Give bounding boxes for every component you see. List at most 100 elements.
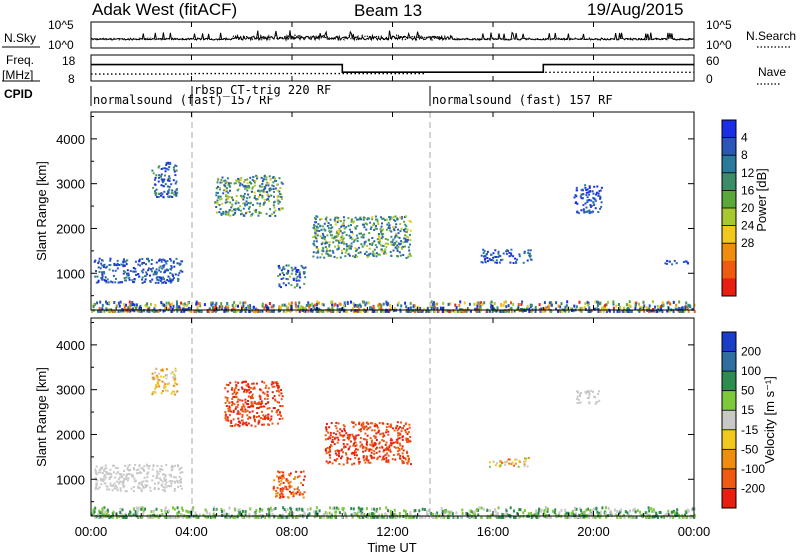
echo-cell <box>651 300 654 304</box>
echo-cell <box>389 251 392 253</box>
echo-cell <box>272 382 275 385</box>
echo-cell <box>326 516 329 519</box>
echo-cell <box>215 507 218 511</box>
echo-cell <box>111 281 114 284</box>
echo-cell <box>330 440 333 443</box>
echo-cell <box>180 301 183 305</box>
echo-cell <box>171 196 174 198</box>
echo-cell <box>333 218 336 221</box>
echo-cell <box>355 448 358 451</box>
echo-cell <box>263 306 266 310</box>
echo-cell <box>253 512 256 516</box>
echo-cell <box>589 204 592 207</box>
echo-cell <box>132 267 135 269</box>
echo-cell <box>140 490 143 493</box>
echo-cell <box>272 310 275 313</box>
echo-cell <box>406 462 409 465</box>
echo-cell <box>258 195 260 198</box>
echo-cell <box>182 307 185 311</box>
echo-cell <box>494 510 497 514</box>
echo-cell <box>170 310 173 313</box>
echo-cell <box>318 309 321 313</box>
echo-cell <box>117 301 120 305</box>
echo-cell <box>612 300 615 304</box>
freq-unit: [MHz] <box>2 68 33 82</box>
echo-cell <box>264 190 267 193</box>
echo-cell <box>508 462 510 465</box>
echo-cell <box>588 402 591 405</box>
echo-cell <box>314 218 317 221</box>
echo-cell <box>173 168 176 171</box>
echo-cell <box>484 255 487 258</box>
echo-cell <box>406 433 409 436</box>
echo-cell <box>350 242 353 245</box>
echo-cell <box>162 488 165 491</box>
echo-cell <box>360 243 363 246</box>
echo-cell <box>301 484 304 487</box>
echo-cell <box>303 491 306 494</box>
echo-cell <box>145 263 147 266</box>
echo-cell <box>273 206 276 209</box>
echo-cell <box>389 229 392 232</box>
echo-cell <box>228 195 231 198</box>
echo-cell <box>227 182 230 185</box>
echo-cell <box>134 267 137 270</box>
echo-cell <box>545 506 548 510</box>
echo-cell <box>440 515 442 519</box>
echo-cell <box>170 372 173 375</box>
echo-cell <box>461 508 464 512</box>
echo-cell <box>439 306 442 310</box>
echo-cell <box>591 190 594 193</box>
echo-cell <box>272 487 275 489</box>
echo-cell <box>290 272 293 275</box>
echo-cell <box>368 253 371 256</box>
echo-cell <box>330 310 333 313</box>
echo-cell <box>335 231 338 234</box>
echo-cell <box>507 310 510 313</box>
echo-cell <box>303 282 306 285</box>
echo-cell <box>159 277 162 280</box>
echo-cell <box>510 463 513 466</box>
echo-cell <box>260 417 262 419</box>
echo-cell <box>360 232 363 235</box>
echo-cell <box>598 195 601 198</box>
echo-cell <box>296 491 299 493</box>
echo-cell <box>647 307 650 311</box>
echo-cell <box>522 460 525 463</box>
echo-cell <box>432 303 435 307</box>
echo-cell <box>243 380 246 383</box>
echo-cell <box>325 241 328 244</box>
echo-cell <box>196 305 199 309</box>
echo-cell <box>306 508 309 511</box>
echo-cell <box>125 303 127 307</box>
echo-cell <box>175 165 178 168</box>
echo-cell <box>270 188 273 191</box>
echo-cell <box>359 507 362 511</box>
echo-cell <box>305 304 308 307</box>
echo-cell <box>113 482 116 485</box>
echo-cell <box>320 243 323 246</box>
echo-cell <box>279 309 282 313</box>
echo-cell <box>296 271 299 273</box>
echo-cell <box>287 271 290 274</box>
echo-cell <box>231 197 234 200</box>
echo-cell <box>574 512 577 516</box>
echo-cell <box>122 270 125 272</box>
echo-cell <box>96 479 99 482</box>
echo-cell <box>343 434 346 437</box>
echo-cell <box>399 216 402 219</box>
echo-cell <box>174 370 177 372</box>
echo-cell <box>121 483 124 486</box>
echo-cell <box>154 303 157 307</box>
echo-cell <box>488 515 491 519</box>
echo-cell <box>281 417 284 420</box>
echo-cell <box>102 480 105 482</box>
echo-cell <box>134 463 137 466</box>
echo-cell <box>361 234 364 237</box>
echo-cell <box>474 516 477 519</box>
echo-cell <box>97 281 100 284</box>
echo-cell <box>436 511 439 515</box>
echo-cell <box>242 202 245 205</box>
echo-cell <box>162 473 164 476</box>
